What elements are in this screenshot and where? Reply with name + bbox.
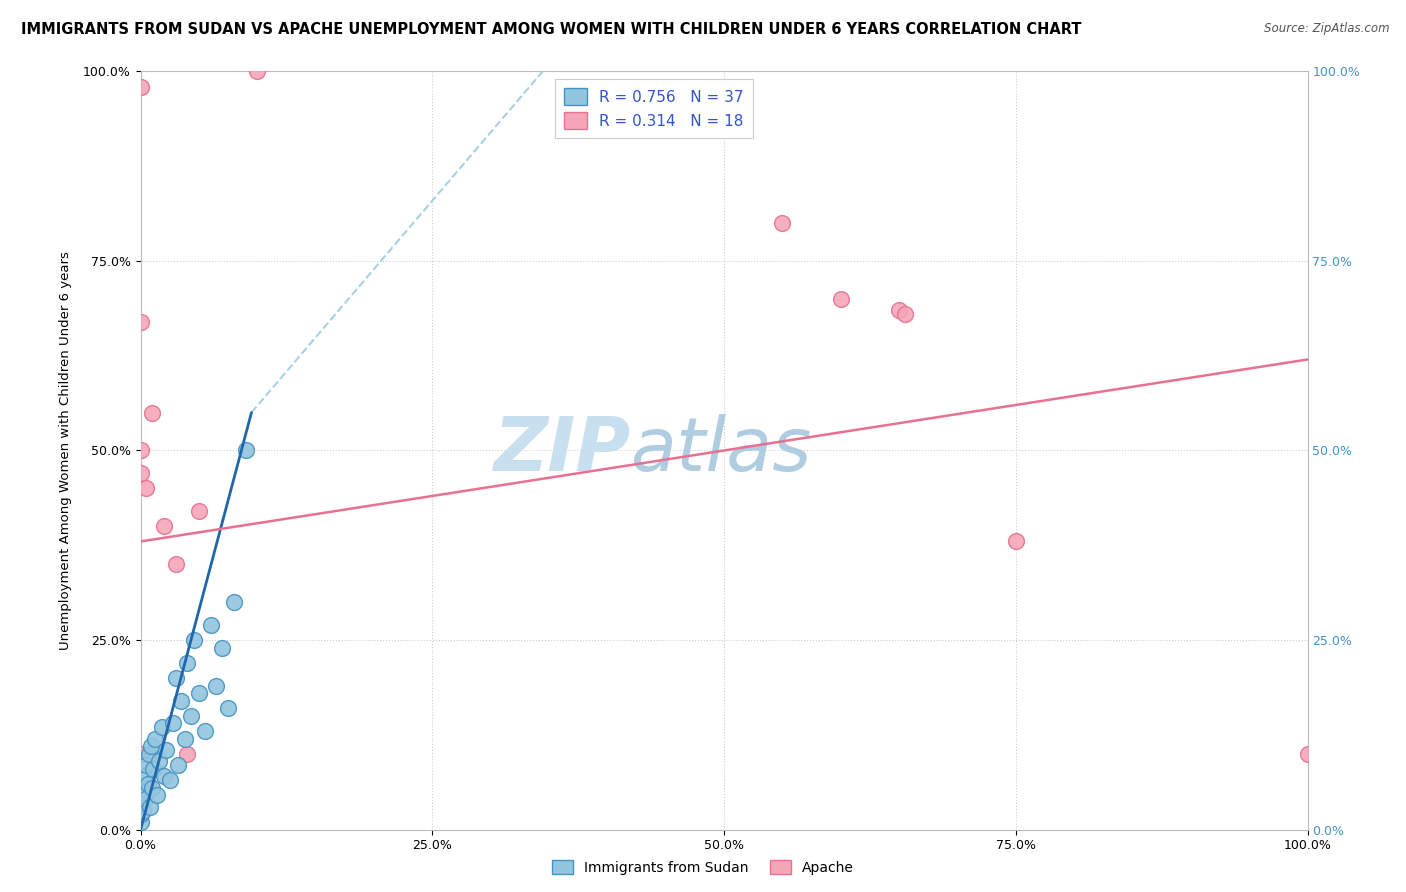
- Point: [129, 815, 152, 830]
- Point: [150, 720, 173, 734]
- Point: [235, 443, 257, 458]
- Point: [170, 694, 193, 708]
- Y-axis label: Unemployment Among Women with Children Under 6 years: Unemployment Among Women with Children U…: [59, 251, 72, 650]
- Point: [143, 731, 166, 746]
- Text: Source: ZipAtlas.com: Source: ZipAtlas.com: [1264, 22, 1389, 36]
- Point: [153, 769, 176, 784]
- Point: [141, 405, 163, 420]
- Point: [132, 769, 155, 784]
- Point: [129, 807, 152, 822]
- Text: ZIP: ZIP: [494, 414, 631, 487]
- Point: [134, 792, 156, 806]
- Point: [129, 443, 152, 458]
- Point: [162, 716, 184, 731]
- Point: [148, 755, 170, 769]
- Point: [205, 678, 228, 692]
- Point: [136, 777, 159, 791]
- Point: [146, 789, 169, 803]
- Point: [1005, 534, 1028, 549]
- Point: [174, 731, 197, 746]
- Point: [132, 804, 155, 818]
- Point: [211, 640, 233, 655]
- Point: [246, 64, 269, 78]
- Point: [135, 482, 157, 496]
- Point: [139, 800, 162, 814]
- Point: [176, 747, 198, 761]
- Point: [129, 79, 152, 94]
- Point: [176, 656, 198, 670]
- Point: [135, 758, 157, 772]
- Point: [217, 701, 239, 715]
- Point: [889, 303, 911, 318]
- Point: [772, 216, 794, 230]
- Point: [129, 315, 152, 329]
- Point: [129, 796, 152, 810]
- Text: atlas: atlas: [631, 415, 813, 486]
- Point: [165, 671, 187, 685]
- Point: [155, 743, 177, 757]
- Text: IMMIGRANTS FROM SUDAN VS APACHE UNEMPLOYMENT AMONG WOMEN WITH CHILDREN UNDER 6 Y: IMMIGRANTS FROM SUDAN VS APACHE UNEMPLOY…: [21, 22, 1081, 37]
- Point: [129, 747, 152, 761]
- Point: [222, 595, 245, 609]
- Point: [188, 504, 211, 518]
- Point: [138, 747, 160, 761]
- Point: [200, 617, 222, 632]
- Point: [167, 758, 190, 772]
- Point: [830, 292, 852, 306]
- Point: [153, 519, 176, 533]
- Point: [131, 785, 153, 799]
- Legend: Immigrants from Sudan, Apache: Immigrants from Sudan, Apache: [547, 855, 859, 880]
- Point: [142, 762, 165, 776]
- Point: [139, 739, 162, 753]
- Point: [188, 686, 211, 700]
- Point: [183, 633, 205, 648]
- Point: [194, 724, 217, 739]
- Point: [129, 466, 152, 480]
- Point: [894, 307, 917, 321]
- Point: [1296, 747, 1319, 761]
- Point: [141, 780, 163, 795]
- Point: [165, 557, 187, 572]
- Point: [159, 773, 181, 788]
- Legend: R = 0.756   N = 37, R = 0.314   N = 18: R = 0.756 N = 37, R = 0.314 N = 18: [555, 79, 754, 138]
- Point: [180, 708, 202, 723]
